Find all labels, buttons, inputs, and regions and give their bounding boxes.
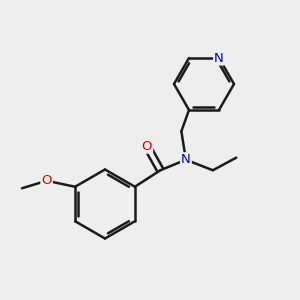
Text: N: N <box>181 153 191 166</box>
Text: O: O <box>142 140 152 153</box>
Text: N: N <box>214 52 224 64</box>
Text: O: O <box>41 174 52 187</box>
